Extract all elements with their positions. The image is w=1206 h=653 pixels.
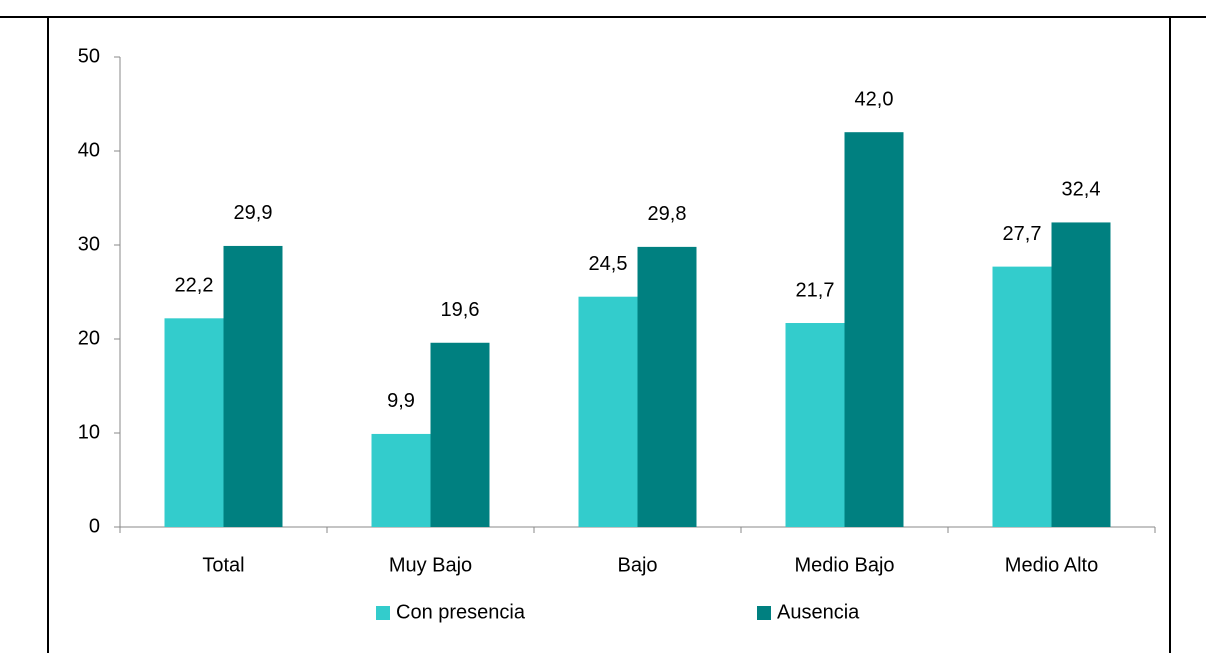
legend-swatch [757,606,771,620]
legend-label: Ausencia [777,601,860,623]
data-label: 9,9 [387,390,415,412]
y-tick-label: 10 [78,421,100,443]
data-label: 29,9 [234,202,273,224]
x-tick-label: Medio Alto [1005,554,1098,576]
bar [992,266,1052,527]
data-label: 29,8 [648,203,687,225]
bar [578,296,638,527]
y-tick-label: 30 [78,233,100,255]
data-label: 42,0 [855,88,894,110]
bar [844,132,904,527]
y-tick-label: 0 [89,515,100,537]
data-label: 24,5 [589,253,628,275]
bar [637,246,697,527]
x-tick-label: Muy Bajo [389,554,472,576]
data-label: 21,7 [796,279,835,301]
legend-swatch [376,606,390,620]
data-label: 19,6 [441,299,480,321]
bar [1051,222,1111,527]
bar [164,318,224,527]
data-label: 32,4 [1062,179,1101,201]
bar [785,323,845,527]
data-label: 22,2 [175,275,214,297]
y-tick-label: 50 [78,45,100,67]
x-tick-label: Medio Bajo [794,554,894,576]
y-tick-label: 40 [78,139,100,161]
bar [371,433,431,527]
bar [223,245,283,527]
y-tick-label: 20 [78,327,100,349]
bar [430,342,490,527]
legend-label: Con presencia [396,601,526,623]
data-label: 27,7 [1003,223,1042,245]
x-tick-label: Total [202,554,244,576]
x-tick-label: Bajo [617,554,657,576]
